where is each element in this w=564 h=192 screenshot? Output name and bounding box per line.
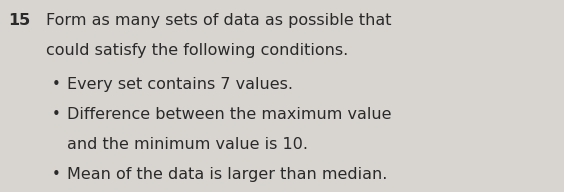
Text: •: • xyxy=(52,107,61,122)
Text: Every set contains 7 values.: Every set contains 7 values. xyxy=(67,77,293,92)
Text: •: • xyxy=(52,167,61,182)
Text: could satisfy the following conditions.: could satisfy the following conditions. xyxy=(46,43,349,58)
Text: Difference between the maximum value: Difference between the maximum value xyxy=(67,107,391,122)
Text: Form as many sets of data as possible that: Form as many sets of data as possible th… xyxy=(46,13,392,28)
Text: •: • xyxy=(52,77,61,92)
Text: 15: 15 xyxy=(8,13,30,28)
Text: Mean of the data is larger than median.: Mean of the data is larger than median. xyxy=(67,167,387,182)
Text: and the minimum value is 10.: and the minimum value is 10. xyxy=(67,137,307,152)
